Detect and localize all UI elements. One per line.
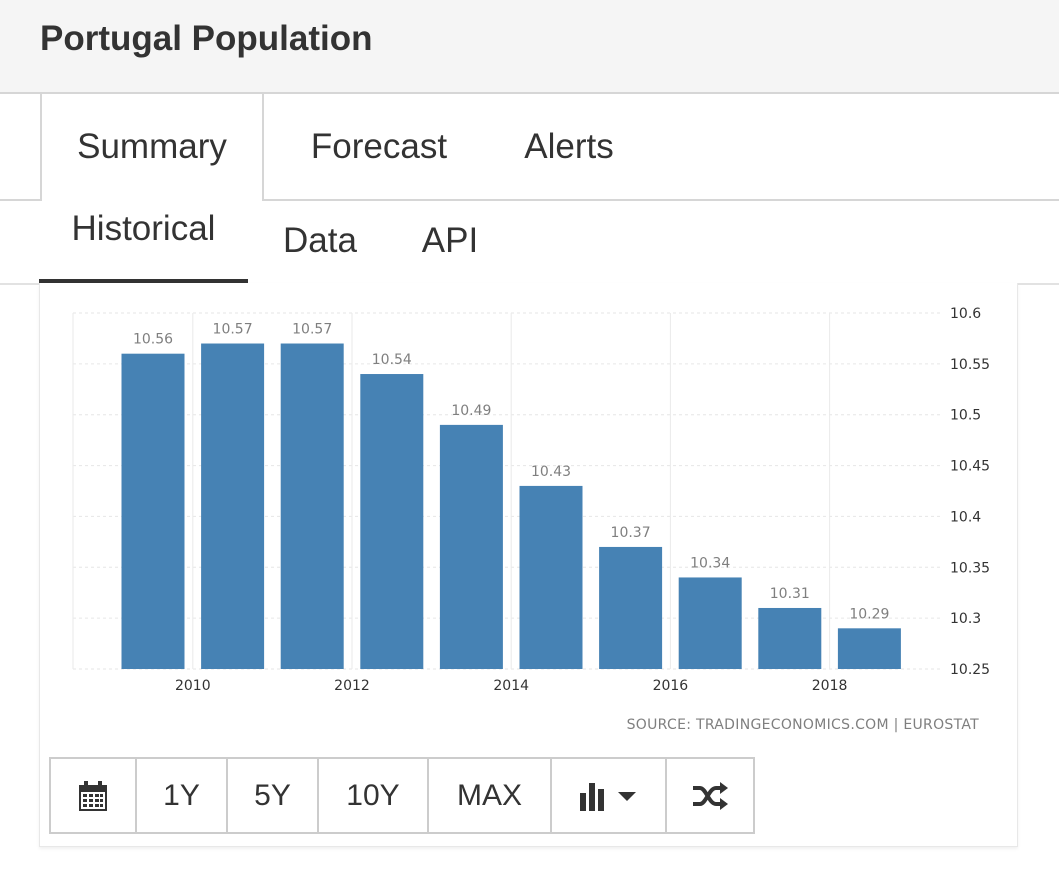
tab-forecast[interactable]: Forecast [310, 127, 448, 166]
y-tick-label: 10.35 [950, 560, 990, 576]
y-tick-label: 10.55 [950, 357, 990, 373]
range-max-button[interactable]: MAX [429, 759, 552, 832]
bar-data-label: 10.57 [213, 322, 253, 338]
bar[interactable] [519, 485, 583, 669]
bar-data-label: 10.37 [611, 525, 651, 541]
bar-data-label: 10.49 [451, 403, 491, 419]
range-10y-button[interactable]: 10Y [319, 759, 429, 832]
range-5y-button[interactable]: 5Y [228, 759, 319, 832]
y-tick-label: 10.45 [950, 459, 990, 475]
tab-data[interactable]: Data [283, 221, 357, 260]
x-tick-label: 2012 [334, 678, 370, 694]
tab-alerts[interactable]: Alerts [524, 127, 614, 166]
y-tick-label: 10.3 [950, 611, 981, 627]
tab-historical[interactable]: Historical [39, 203, 248, 284]
y-tick-label: 10.5 [950, 408, 981, 424]
y-tick-label: 10.6 [950, 306, 981, 322]
chart-source: SOURCE: TRADINGECONOMICS.COM | EUROSTAT [626, 717, 979, 733]
bar[interactable] [121, 353, 185, 669]
chevron-down-icon [617, 791, 636, 801]
range-1y-button[interactable]: 1Y [137, 759, 228, 832]
y-tick-label: 10.25 [950, 662, 990, 678]
bar-data-label: 10.56 [133, 332, 173, 348]
bar-chart: 10.25 10.3 10.35 10.4 10.45 10.5 10.55 10.6 10.5… [72, 306, 990, 694]
calendar-icon [79, 780, 107, 811]
page-header: Portugal Population [0, 0, 1059, 94]
bar[interactable] [280, 343, 344, 669]
page-title: Portugal Population [40, 19, 373, 58]
compare-button[interactable] [667, 759, 753, 832]
bar[interactable] [678, 577, 742, 669]
chart-panel: 10.25 10.3 10.35 10.4 10.45 10.5 10.55 10.6 10.5… [39, 283, 1018, 847]
bar-data-label: 10.34 [690, 555, 730, 571]
shuffle-icon [693, 781, 728, 810]
bar-data-label: 10.29 [849, 606, 889, 622]
bar[interactable] [758, 607, 822, 669]
bar-data-label: 10.31 [770, 586, 810, 602]
bar-data-label: 10.54 [372, 352, 412, 368]
bar[interactable] [360, 374, 424, 669]
chart-type-button[interactable] [552, 759, 667, 832]
x-tick-label: 2018 [812, 678, 848, 694]
bar[interactable] [439, 424, 503, 669]
y-tick-label: 10.4 [950, 509, 981, 525]
secondary-tabs: Historical Data API [0, 201, 1059, 285]
x-tick-label: 2014 [493, 678, 529, 694]
tab-summary[interactable]: Summary [40, 94, 264, 201]
bar-chart-icon [579, 782, 636, 811]
bar[interactable] [837, 628, 901, 669]
calendar-button[interactable] [51, 759, 137, 832]
bar-data-label: 10.57 [292, 322, 332, 338]
tab-api[interactable]: API [421, 221, 479, 260]
bar-data-label: 10.43 [531, 464, 571, 480]
primary-tabs: Summary Forecast Alerts [0, 94, 1059, 201]
bar[interactable] [599, 546, 663, 669]
chart-toolbar: 1Y 5Y 10Y MAX [49, 757, 755, 834]
x-tick-label: 2010 [175, 678, 211, 694]
bar[interactable] [201, 343, 265, 669]
x-tick-label: 2016 [653, 678, 689, 694]
